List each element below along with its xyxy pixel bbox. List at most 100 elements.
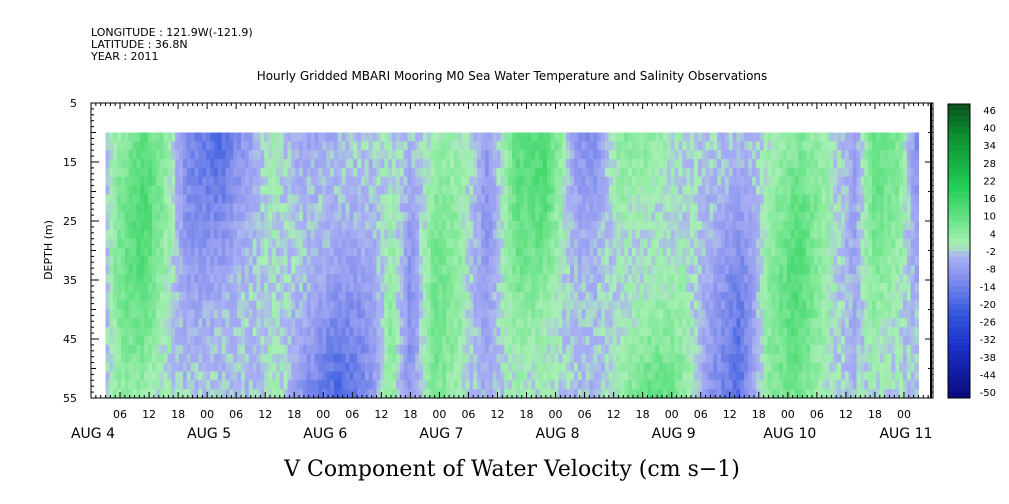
heatmap-cell xyxy=(500,150,505,160)
heatmap-cell xyxy=(171,185,176,196)
heatmap-cell xyxy=(693,380,699,390)
heatmap-cell xyxy=(260,212,265,222)
heatmap-cell xyxy=(601,150,606,160)
heatmap-cell xyxy=(566,309,571,319)
heatmap-cell xyxy=(256,150,261,160)
heatmap-cell xyxy=(643,389,649,399)
heatmap-cell xyxy=(128,132,134,142)
heatmap-cell xyxy=(744,194,749,204)
heatmap-cell xyxy=(155,159,161,169)
heatmap-cell xyxy=(670,203,676,213)
heatmap-cell xyxy=(512,132,517,142)
heatmap-cell xyxy=(655,389,660,399)
heatmap-cell xyxy=(291,353,296,364)
heatmap-cell xyxy=(171,229,176,240)
heatmap-cell xyxy=(419,132,424,142)
heatmap-cell xyxy=(500,185,505,196)
heatmap-cell xyxy=(144,265,149,275)
heatmap-cell xyxy=(163,132,169,142)
heatmap-cell xyxy=(736,256,741,266)
heatmap-cell xyxy=(353,353,358,364)
heatmap-cell xyxy=(384,309,389,319)
heatmap-cell xyxy=(604,229,610,240)
heatmap-cell xyxy=(419,389,424,399)
heatmap-cell xyxy=(283,353,289,364)
heatmap-cell xyxy=(512,141,517,151)
heatmap-cell xyxy=(717,185,722,196)
heatmap-cell xyxy=(535,344,540,355)
heatmap-cell xyxy=(550,371,556,381)
heatmap-cell xyxy=(662,336,668,346)
heatmap-cell xyxy=(217,353,223,364)
heatmap-cell xyxy=(252,185,258,196)
heatmap-cell xyxy=(651,353,656,364)
heatmap-cell xyxy=(643,327,649,337)
heatmap-cell xyxy=(519,238,525,249)
heatmap-cell xyxy=(264,380,269,390)
heatmap-cell xyxy=(678,327,683,337)
heatmap-cell xyxy=(198,309,203,319)
heatmap-cell xyxy=(159,185,165,196)
heatmap-cell xyxy=(624,327,629,337)
heatmap-cell xyxy=(639,194,645,204)
heatmap-cell xyxy=(210,150,215,160)
heatmap-cell xyxy=(353,274,358,284)
heatmap-cell xyxy=(217,150,223,160)
heatmap-cell xyxy=(225,327,230,337)
heatmap-cell xyxy=(686,336,691,346)
heatmap-cell xyxy=(384,150,389,160)
heatmap-cell xyxy=(271,362,277,373)
heatmap-cell xyxy=(647,327,652,337)
heatmap-cell xyxy=(388,318,393,328)
heatmap-cell xyxy=(473,353,478,364)
heatmap-cell xyxy=(473,327,478,337)
heatmap-cell xyxy=(662,344,668,355)
heatmap-cell xyxy=(697,159,703,169)
heatmap-cell xyxy=(453,318,459,328)
heatmap-cell xyxy=(322,176,327,187)
heatmap-cell xyxy=(159,282,165,293)
heatmap-cell xyxy=(151,336,157,346)
heatmap-cell xyxy=(217,344,223,355)
heatmap-cell xyxy=(589,132,594,142)
heatmap-cell xyxy=(690,185,695,196)
heatmap-cell xyxy=(678,344,683,355)
heatmap-cell xyxy=(457,212,463,222)
heatmap-cell xyxy=(453,282,459,293)
heatmap-cell xyxy=(469,238,474,249)
heatmap-cell xyxy=(721,371,726,381)
heatmap-cell xyxy=(310,185,316,196)
heatmap-cell xyxy=(248,344,254,355)
heatmap-cell xyxy=(206,150,211,160)
heatmap-cell xyxy=(248,274,254,284)
heatmap-cell xyxy=(558,353,563,364)
heatmap-cell xyxy=(438,389,443,399)
heatmap-cell xyxy=(124,159,130,169)
heatmap-cell xyxy=(554,212,560,222)
heatmap-cell xyxy=(581,176,587,187)
heatmap-cell xyxy=(403,344,409,355)
heatmap-cell xyxy=(453,265,459,275)
heatmap-cell xyxy=(748,221,753,231)
heatmap-cell xyxy=(515,212,521,222)
heatmap-cell xyxy=(190,221,196,231)
heatmap-cell xyxy=(678,291,683,302)
heatmap-cell xyxy=(512,212,517,222)
heatmap-cell xyxy=(221,256,227,266)
heatmap-cell xyxy=(419,336,424,346)
heatmap-cell xyxy=(163,150,169,160)
heatmap-cell xyxy=(678,300,683,311)
heatmap-cell xyxy=(314,247,320,257)
heatmap-cell xyxy=(643,194,649,204)
heatmap-cell xyxy=(128,344,134,355)
heatmap-cell xyxy=(271,221,277,231)
heatmap-cell xyxy=(364,282,370,293)
heatmap-cell xyxy=(140,167,145,178)
heatmap-cell xyxy=(450,194,455,204)
heatmap-cell xyxy=(411,150,416,160)
heatmap-cell xyxy=(693,176,699,187)
heatmap-cell xyxy=(349,265,354,275)
heatmap-cell xyxy=(109,247,114,257)
heatmap-cell xyxy=(190,185,196,196)
heatmap-cell xyxy=(554,300,560,311)
